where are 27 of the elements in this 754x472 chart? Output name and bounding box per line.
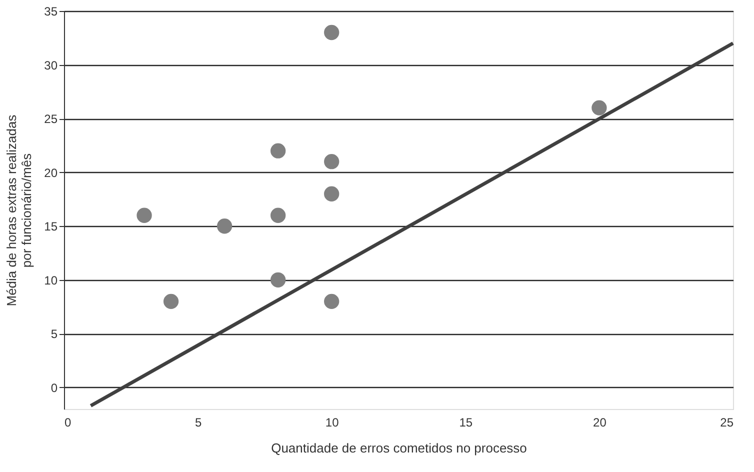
x-tick-label: 10 <box>325 416 340 430</box>
point <box>163 294 179 309</box>
x-tick-label: 0 <box>64 416 72 430</box>
x-axis-title: Quantidade de erros cometidos no processo <box>271 440 527 456</box>
point <box>324 186 340 202</box>
x-tick-label: 20 <box>593 416 607 430</box>
y-tick-label: 0 <box>50 380 58 395</box>
y-tick-label: 20 <box>44 166 58 180</box>
y-tick-label: 15 <box>44 220 58 234</box>
point <box>324 154 340 170</box>
point <box>136 208 152 223</box>
x-tick-label: 5 <box>194 416 202 430</box>
point <box>216 218 232 234</box>
y-tick-label: 30 <box>44 58 58 72</box>
x-tick-label: 25 <box>720 416 734 430</box>
point <box>270 143 286 158</box>
y-axis-title: Média de horas extras realizadas por funcionário/mês <box>4 114 34 306</box>
point <box>270 272 286 288</box>
point <box>592 100 607 116</box>
point <box>324 294 340 309</box>
y-tick-label: 10 <box>44 273 58 288</box>
point <box>270 208 286 223</box>
y-tick-label: 25 <box>44 112 58 126</box>
x-tick-label: 15 <box>459 416 473 430</box>
point <box>324 24 340 40</box>
y-tick-label: 35 <box>44 4 58 18</box>
y-tick-label: 5 <box>50 327 58 342</box>
